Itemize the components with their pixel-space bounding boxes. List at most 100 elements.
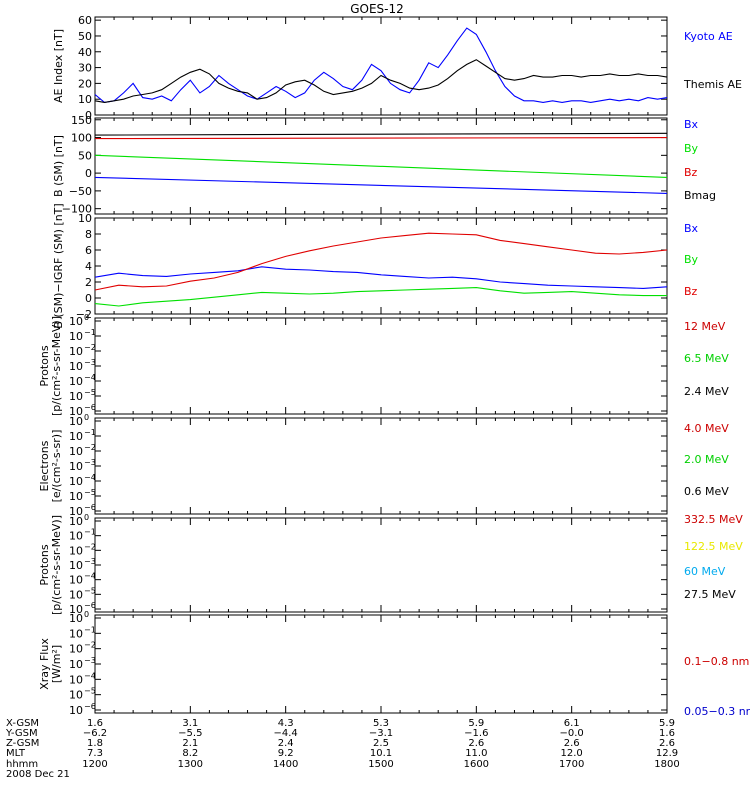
y-tick-label: 0 [85,292,92,305]
legend-27-5-mev: 27.5 MeV [684,588,736,601]
y-tick-label: 10 [69,505,83,518]
x-axis-value: 1400 [273,759,298,770]
y-tick-label: 8 [85,228,92,241]
panel-frame [94,614,668,714]
x-axis-value: −0.0 [560,728,584,739]
x-axis-value: 1800 [654,759,679,770]
y-tick-label: 0 [85,167,92,180]
legend-12-mev: 12 MeV [684,320,726,333]
x-axis-value: 7.3 [87,748,103,759]
y-tick-exponent: −6 [84,702,96,711]
series-line-bx [94,266,668,289]
y-tick-label: 10 [69,530,83,543]
x-axis-value: 1600 [464,759,489,770]
y-tick-exponent: −6 [84,403,96,412]
y-tick-exponent: 0 [84,610,89,619]
panel-frame [94,417,668,515]
x-axis-value: 1300 [178,759,203,770]
y-axis-label: Electrons [38,440,51,491]
x-axis-date: 2008 Dec 21 [6,769,70,780]
y-tick-label: 10 [69,360,83,373]
y-tick-exponent: 0 [84,513,89,522]
y-tick-label: 50 [78,30,92,43]
legend-4-0-mev: 4.0 MeV [684,422,729,435]
x-axis-value: −6.2 [83,728,107,739]
series-line-bz [94,232,668,291]
y-axis-label: Protons [38,345,51,386]
x-axis-value: 2.5 [373,738,389,749]
y-tick-exponent: −4 [84,373,96,382]
x-axis-row-label: X-GSM [6,718,39,729]
y-tick-exponent: −2 [84,542,96,551]
y-tick-label: 10 [69,612,83,625]
legend-bmag: Bmag [684,189,716,202]
series-line-bz [94,137,668,140]
x-axis-value: 12.0 [561,748,583,759]
x-axis-value: −5.5 [178,728,202,739]
y-tick-label: 10 [69,574,83,587]
y-tick-label: 10 [69,375,83,388]
panel-ae: 0 10 20 30 40 50 60 AE Index [nT] Kyoto AE Themis… [52,14,742,122]
y-tick-label: 40 [78,46,92,59]
y-tick-exponent: −4 [84,671,96,680]
y-tick-exponent: −6 [84,503,96,512]
panel-frame [94,217,668,315]
panel-frame [94,517,668,613]
x-axis-value: 8.2 [182,748,198,759]
x-axis-value: 4.3 [278,718,294,729]
y-tick-exponent: −4 [84,473,96,482]
x-axis-value: 2.6 [564,738,580,749]
y-tick-label: 0 [85,109,92,122]
y-tick-exponent: −1 [84,528,96,537]
x-axis-value: 1.8 [87,738,103,749]
x-axis-value: 1500 [368,759,393,770]
y-tick-label: 10 [69,588,83,601]
legend-themis-ae: Themis AE [683,78,742,91]
y-tick-exponent: −3 [84,656,96,665]
series-line-themis-ae [94,59,668,103]
y-tick-label: 10 [69,475,83,488]
legend-2-4-mev: 2.4 MeV [684,385,729,398]
x-axis-value: −4.4 [274,728,298,739]
plot-title: GOES-12 [350,2,404,16]
x-axis-value: 1.6 [659,728,675,739]
y-tick-exponent: −2 [84,641,96,650]
y-tick-label: 10 [69,430,83,443]
y-axis-label: B (SM) [nT] [52,135,65,197]
y-tick-label: 10 [69,689,83,702]
y-tick-label: 10 [69,559,83,572]
y-tick-label: −2 [76,308,92,321]
y-tick-label: 6 [85,244,92,257]
x-axis-value: −3.1 [369,728,393,739]
legend-bz: Bz [684,285,698,298]
x-axis-value: 1700 [559,759,584,770]
panel-frame [94,317,668,415]
x-axis-value: 11.0 [465,748,487,759]
x-axis-value: 2.6 [659,738,675,749]
y-tick-exponent: −5 [84,488,96,497]
legend-122-5-mev: 122.5 MeV [684,540,743,553]
y-tick-label: 20 [78,77,92,90]
y-tick-label: 10 [69,390,83,403]
legend-kyoto-ae: Kyoto AE [684,30,733,43]
y-tick-label: 10 [78,93,92,106]
x-axis-value: 5.9 [468,718,484,729]
x-axis-value: 5.9 [659,718,675,729]
series-line-bmag [94,132,668,136]
series-line-bx [94,176,668,194]
y-tick-label: 10 [69,415,83,428]
legend-by: By [684,253,699,266]
legend-0-05-0-3-nr: 0.05−0.3 nr [684,705,750,718]
y-tick-label: 10 [69,658,83,671]
y-tick-label: 10 [69,603,83,616]
x-axis-row-label: MLT [6,748,26,759]
y-tick-label: 10 [69,490,83,503]
series-line-by [94,154,668,178]
x-axis-value: 6.1 [564,718,580,729]
